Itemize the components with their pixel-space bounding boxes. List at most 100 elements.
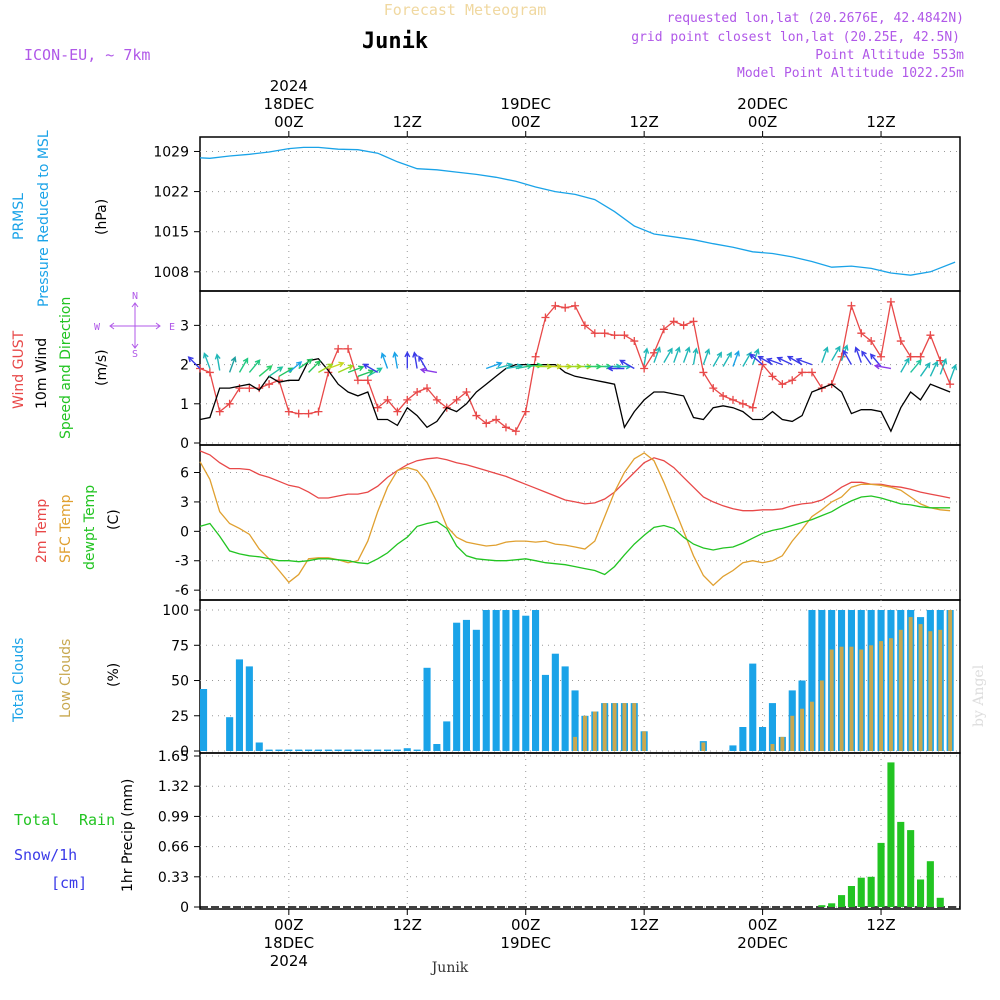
total-clouds-bar xyxy=(374,749,382,751)
footer-station: Junik xyxy=(430,960,469,976)
total-rain-bar xyxy=(926,861,934,907)
total-clouds-bar xyxy=(334,749,342,751)
wind-gust-marker xyxy=(778,380,787,389)
pressure-ytick-label: 1029 xyxy=(153,144,189,160)
clouds-labels: Total Clouds Low Clouds (%) xyxy=(11,638,122,723)
total-clouds-bar xyxy=(729,745,737,751)
wind-gust-marker xyxy=(669,317,678,326)
total-clouds-bar xyxy=(285,749,293,751)
wind-gust-marker xyxy=(314,407,323,416)
low-clouds-bar xyxy=(928,631,933,751)
temperature-ytick-label: -3 xyxy=(175,554,189,570)
wind-arrow xyxy=(949,363,958,381)
low-clouds-bar xyxy=(908,617,913,751)
low-clouds-bar xyxy=(780,736,785,751)
precipitation-ytick-label: 1.32 xyxy=(158,779,189,795)
bottom-time-label: 18DEC xyxy=(264,934,315,952)
gridlines xyxy=(194,137,960,909)
bottom-time-label: 00Z xyxy=(274,916,303,934)
total-clouds-bar xyxy=(295,749,303,751)
top-time-label: 00Z xyxy=(511,113,540,131)
clouds-unit-label: (%) xyxy=(106,663,122,687)
total-clouds-bar xyxy=(324,749,332,751)
wind-ytick-label: 0 xyxy=(180,436,189,452)
wind-gust-marker xyxy=(886,297,895,306)
wind-gust-marker xyxy=(768,372,777,381)
total-clouds-bar xyxy=(305,749,313,751)
wind-gust-marker xyxy=(521,407,530,416)
total-clouds-bar xyxy=(255,742,263,751)
legend-total: Total xyxy=(14,811,59,829)
precip-legend: Total Rain Snow/1h [cm] xyxy=(14,811,115,892)
wind-gust-marker xyxy=(699,368,708,377)
wind-arrow xyxy=(722,351,732,367)
top-time-label: 12Z xyxy=(629,113,658,131)
wind-arrow xyxy=(653,346,661,363)
wind-arrow xyxy=(776,356,793,366)
wind-gust-marker xyxy=(857,329,866,338)
prmsl-label: PRMSL xyxy=(11,193,27,240)
wind-gust-marker xyxy=(946,380,955,389)
wind-arrow xyxy=(900,357,910,373)
wind-gust-marker xyxy=(294,409,303,418)
wind-arrow xyxy=(842,349,853,365)
model-label: ICON-EU, ~ 7km xyxy=(24,46,150,64)
low-clouds-bar xyxy=(573,736,577,751)
wind-gust-marker xyxy=(462,388,471,397)
low-clouds-bar xyxy=(612,703,617,751)
temperature-ytick-label: -6 xyxy=(175,583,189,599)
wind-arrow xyxy=(786,355,803,366)
pressure-ytick-label: 1008 xyxy=(153,265,189,281)
total-clouds-bar xyxy=(551,653,559,751)
wind-10m-label: 10m Wind xyxy=(34,338,50,409)
wind-gust-marker xyxy=(344,344,353,353)
wind-gust-marker xyxy=(403,395,412,404)
wind-arrow xyxy=(673,346,681,363)
total-clouds-bar xyxy=(522,615,530,751)
top-time-label: 19DEC xyxy=(500,95,551,113)
wind-gust-marker xyxy=(235,384,244,393)
wind-gust-marker xyxy=(353,376,362,385)
wind-arrow xyxy=(238,357,249,373)
low-clouds-bar xyxy=(592,711,597,751)
low-clouds-bar xyxy=(632,703,637,751)
total-rain-bar xyxy=(887,762,895,907)
total-clouds-bar xyxy=(532,610,540,751)
wind-gust-marker xyxy=(640,364,649,373)
legend-snow: Snow/1h xyxy=(14,846,77,864)
total-clouds-label: Total Clouds xyxy=(11,638,27,723)
temp-dewpt-label: dewpt Temp xyxy=(82,485,98,570)
wind-gust-marker xyxy=(531,352,540,361)
wind-arrow xyxy=(702,348,711,365)
wind-gust-marker xyxy=(630,337,639,346)
total-clouds-bar xyxy=(749,663,757,751)
low-clouds-bar xyxy=(770,744,775,751)
wind-arrow xyxy=(362,363,379,374)
wind-gust-marker xyxy=(334,344,343,353)
wind-gust-marker xyxy=(423,384,432,393)
wind-gust-marker xyxy=(847,301,856,310)
wind-arrow xyxy=(712,351,722,367)
bottom-time-label: 12Z xyxy=(393,916,422,934)
bottom-time-label: 12Z xyxy=(629,916,658,934)
top-time-label: 2024 xyxy=(270,77,308,95)
compass-cross-icon xyxy=(109,302,161,349)
total-clouds-bar xyxy=(384,749,392,751)
wind-gust-marker xyxy=(492,415,501,424)
low-clouds-label: Low Clouds xyxy=(58,639,74,718)
low-clouds-bar xyxy=(938,629,943,751)
wind-gust-marker xyxy=(600,329,609,338)
temp-sfc-label: SFC Temp xyxy=(58,494,74,563)
legend-snow-unit: [cm] xyxy=(51,874,87,892)
top-time-label: 12Z xyxy=(866,113,895,131)
wind-gust-marker xyxy=(896,337,905,346)
wind-labels: Wind GUST 10m Wind Speed and Direction (… xyxy=(11,297,110,439)
prmsl-line xyxy=(199,146,956,276)
total-clouds-bar xyxy=(433,744,441,751)
wind-arrow xyxy=(357,369,375,377)
wind-gust-marker xyxy=(916,352,925,361)
pressure-unit-label: (hPa) xyxy=(94,199,110,235)
total-clouds-bar xyxy=(739,727,747,751)
total-clouds-bar xyxy=(364,749,372,751)
wind-arrow xyxy=(821,346,829,363)
